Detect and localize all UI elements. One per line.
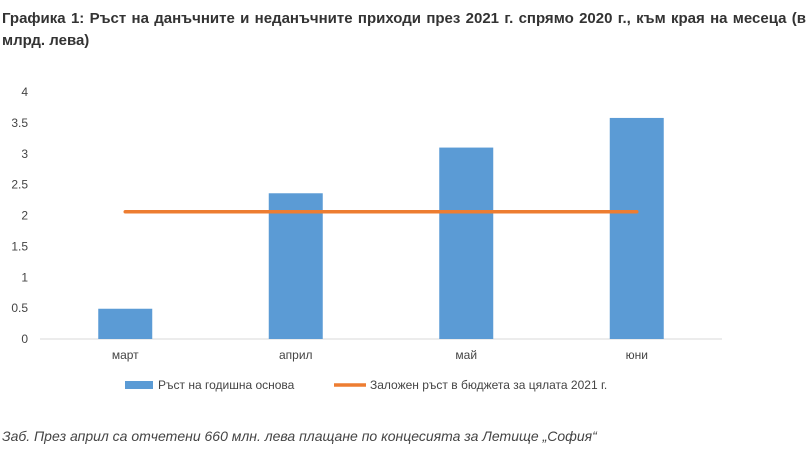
y-tick-label: 2 [21, 209, 28, 223]
x-tick-label: април [279, 348, 313, 362]
bar-line-chart: 0 0.5 1 1.5 2 2.5 3 3.5 4 март април май юни Ръст на … [11, 85, 722, 392]
bar-3 [439, 147, 494, 339]
bar-1 [98, 308, 153, 339]
y-tick-label: 1.5 [11, 239, 28, 253]
y-tick-label: 0 [21, 332, 28, 346]
x-tick-label: март [112, 348, 139, 362]
y-tick-label: 2.5 [11, 178, 28, 192]
y-tick-label: 0.5 [11, 301, 28, 315]
bar-4 [609, 117, 664, 339]
x-tick-label: май [455, 348, 477, 362]
y-tick-label: 4 [21, 85, 28, 99]
y-tick-label: 3.5 [11, 116, 28, 130]
x-tick-label: юни [626, 348, 648, 362]
legend-swatch-bars [125, 381, 153, 389]
y-tick-label: 3 [21, 147, 28, 161]
footnote: Заб. През април са отчетени 660 млн. лев… [2, 428, 597, 444]
legend-label-bars: Ръст на годишна основа [158, 378, 295, 392]
legend-label-line: Заложен ръст в бюджета за цялата 2021 г. [370, 378, 607, 392]
chart-area: 0 0.5 1 1.5 2 2.5 3 3.5 4 март април май юни Ръст на … [0, 70, 809, 410]
y-tick-label: 1 [21, 270, 28, 284]
bar-2 [268, 193, 323, 339]
chart-title: Графика 1: Ръст на данъчните и неданъчни… [2, 10, 806, 49]
